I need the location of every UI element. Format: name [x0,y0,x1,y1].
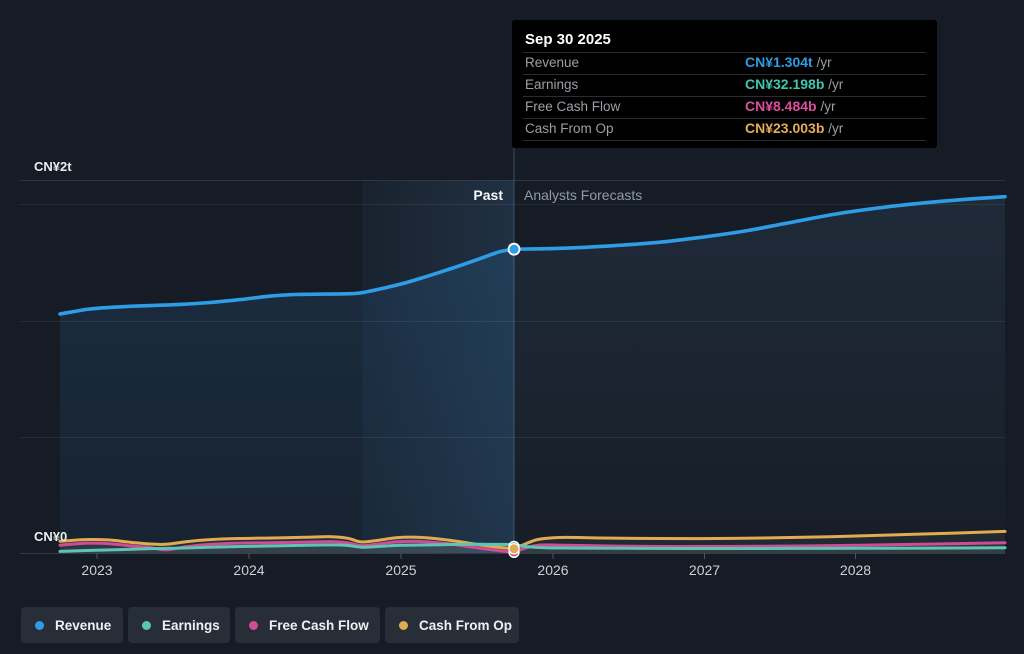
svg-text:2024: 2024 [233,562,264,578]
svg-text:2026: 2026 [537,562,568,578]
svg-text:2027: 2027 [689,562,720,578]
svg-text:CN¥0: CN¥0 [34,529,67,544]
svg-text:2025: 2025 [385,562,416,578]
svg-text:2028: 2028 [840,562,871,578]
svg-text:2023: 2023 [81,562,112,578]
svg-text:CN¥2t: CN¥2t [34,159,72,174]
svg-text:Past: Past [473,187,503,203]
svg-text:Analysts Forecasts: Analysts Forecasts [524,187,642,203]
